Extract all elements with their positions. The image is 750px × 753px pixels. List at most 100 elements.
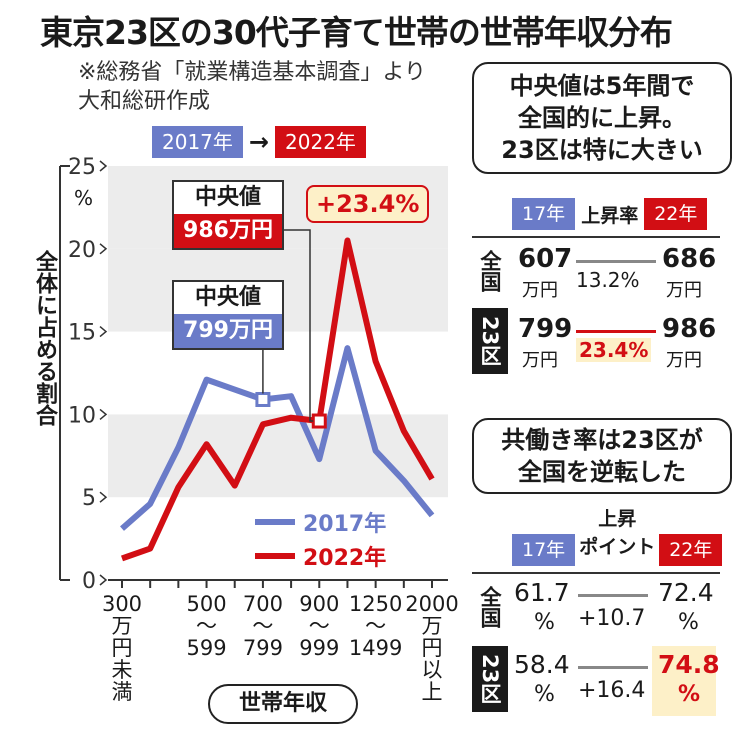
y-tick-mark — [99, 491, 108, 503]
year-transition-legend: 2017年 → 2022年 — [152, 126, 366, 158]
table1-national-2022-unit: 万円 — [666, 280, 702, 301]
median-2017-label: 中央値 — [194, 285, 261, 310]
table2-header-mid1: 上昇 — [598, 508, 637, 530]
x-tick-label-part: 〜 — [365, 614, 387, 638]
grid-band — [108, 414, 448, 498]
table1-national-rate: 13.2% — [576, 268, 640, 292]
x-tick-label-part: 1499 — [348, 636, 403, 660]
table1-arrow-national — [576, 260, 656, 263]
year-to-tag: 2022年 — [275, 126, 366, 158]
x-tick-label: 500 〜 599 — [177, 593, 237, 659]
y-tick-label: 25 — [68, 155, 96, 180]
callout-median: 中央値は5年間で 全国的に上昇。 23区は特に大きい — [472, 62, 732, 174]
table2-header: 17年 上昇 ポイント 22年 — [512, 500, 723, 566]
x-tick-label-part: 799 — [242, 636, 283, 660]
y-tick-label: 10 — [68, 403, 96, 428]
median-2022-label: 中央値 — [194, 185, 261, 210]
table1-header-22: 22年 — [644, 198, 708, 230]
table2-row-23ku: 23区 58.4 % +16.4 74.8 % — [472, 646, 720, 716]
table2-23ku-points: +16.4 — [578, 678, 646, 703]
median-2022-value: 986万円 — [174, 214, 282, 248]
x-tick-label-top: 1250 — [348, 592, 403, 616]
year-from-tag: 2017年 — [152, 126, 243, 158]
table1-23ku-2017-unit: 万円 — [522, 350, 558, 371]
table1-national-2017-unit: 万円 — [522, 280, 558, 301]
x-tick-label-part: 〜 — [308, 614, 330, 638]
callout-median-line-1: 中央値は5年間で — [509, 72, 695, 100]
x-axis-title: 世帯年収 — [208, 684, 358, 724]
x-tick-label-part: 999 — [299, 636, 340, 660]
x-tick-label-top: 300 — [101, 592, 143, 616]
median-2017-box: 中央値 799万円 — [172, 280, 284, 350]
callout-median-line-2: 全国的に上昇。 — [518, 104, 686, 132]
legend-swatch-2022 — [255, 553, 295, 559]
callout-median-line-3: 23区は特に大きい — [501, 136, 703, 164]
y-unit: % — [74, 186, 94, 210]
table2-national-2017-unit: % — [534, 610, 555, 635]
x-tick-label-part: 万 — [111, 614, 133, 638]
x-tick-label: 1250 〜 1499 — [346, 593, 406, 659]
table1-header-rate: 上昇率 — [581, 204, 639, 227]
legend-swatch-2017 — [255, 519, 295, 525]
x-tick-label-part: 満 — [111, 680, 133, 704]
chart-title: 東京23区の30代子育て世帯の世帯年収分布 — [40, 13, 673, 52]
transition-arrow: → — [248, 128, 270, 156]
x-tick-label-part: 上 — [421, 680, 443, 704]
x-tick-label-part: 〜 — [252, 614, 274, 638]
median-marker-2022年 — [311, 413, 327, 429]
legend-item-2022: 2022年 — [255, 539, 386, 573]
y-axis: 0 5 10 15 20 25 — [59, 155, 448, 594]
x-tick-label-top: 700 — [242, 592, 283, 616]
callout-dual-income: 共働き率は23区が 全国を逆転した — [472, 418, 732, 494]
y-tick-label: 5 — [82, 486, 96, 511]
source-note: ※総務省「就業構造基本調査」より 大和総研作成 — [78, 58, 426, 116]
table2-23ku-2022: 74.8 — [658, 650, 720, 679]
x-tick-label-top: 2000 — [405, 592, 459, 616]
y-tick-label: 0 — [82, 569, 96, 594]
source-line-2: 大和総研作成 — [78, 89, 211, 114]
y-tick-mark — [99, 326, 108, 338]
series-lines — [120, 237, 435, 562]
table2-highlight — [652, 646, 716, 716]
leader-lines — [262, 229, 314, 422]
table2-national-points: +10.7 — [578, 606, 646, 631]
table1-row-23ku: 23区 799 万円 23.4% 986 万円 — [472, 308, 720, 374]
y-tick-mark — [99, 408, 108, 420]
series-legend: 2017年 2022年 — [255, 505, 386, 573]
source-line-1: ※総務省「就業構造基本調査」より — [78, 60, 426, 85]
table1-row-label: 23区 — [472, 308, 508, 374]
median-marker-2017年 — [255, 391, 271, 407]
table2-23ku-2017: 58.4 — [514, 650, 570, 679]
x-tick-label-top: 500 — [186, 592, 227, 616]
table2-23ku-2017-unit: % — [534, 682, 555, 707]
callout-dual-line-2: 全国を逆転した — [518, 458, 686, 486]
x-tick-label: 700 〜 799 — [233, 593, 293, 659]
table2-header-17: 17年 — [512, 534, 576, 566]
y-tick-label: 20 — [68, 238, 96, 263]
table1-arrow-23ku — [576, 330, 656, 333]
median-change-badge: +23.4% — [306, 185, 430, 223]
y-tick-mark — [99, 574, 108, 586]
legend-item-2017: 2017年 — [255, 505, 386, 539]
legend-label-2017: 2017年 — [303, 512, 387, 537]
x-tick-label: 2000 万円以上 — [402, 593, 462, 703]
table2-header-mid: 上昇 ポイント — [579, 505, 655, 561]
table2-23ku-2022-unit: % — [678, 682, 701, 707]
table1-23ku-2022-unit: 万円 — [666, 350, 702, 371]
y-tick-mark — [99, 243, 108, 255]
table1-row-national: 全国 607 万円 13.2% 686 万円 — [472, 236, 720, 302]
x-tick-label: 300 万円未満 — [92, 593, 152, 703]
x-tick-label: 900 〜 999 — [289, 593, 349, 659]
table2-national-2022-unit: % — [678, 610, 699, 635]
table2-header-22: 22年 — [659, 534, 723, 566]
callout-dual-line-1: 共働き率は23区が — [501, 426, 703, 454]
median-2017-value: 799万円 — [174, 314, 282, 348]
x-tick-label-part: 円 — [421, 636, 443, 660]
legend-label-2022: 2022年 — [303, 546, 387, 571]
y-axis-label: 全体に占める割合 — [32, 250, 57, 426]
table2-arrow-national — [578, 594, 648, 597]
x-tick-label-part: 以 — [421, 658, 443, 682]
x-tick-label-part: 〜 — [196, 614, 218, 638]
x-tick-label-part: 円 — [111, 636, 133, 660]
table2-header-mid2: ポイント — [579, 536, 656, 558]
